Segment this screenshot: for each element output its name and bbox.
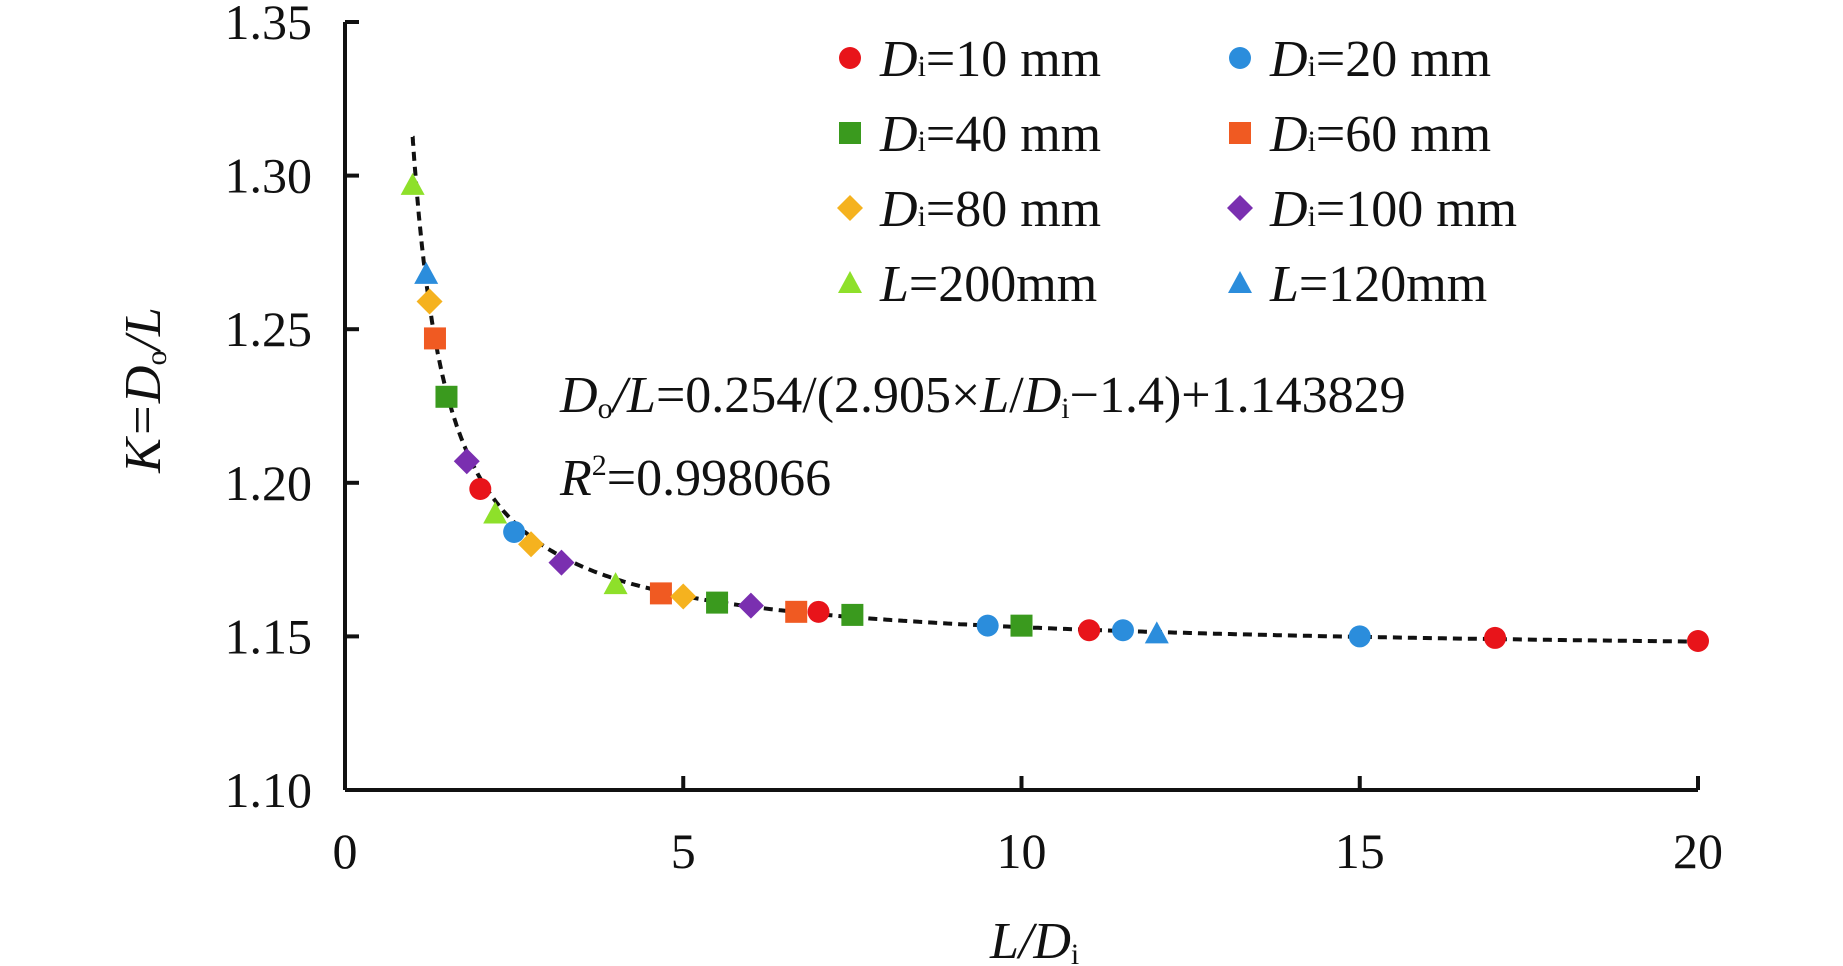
data-point xyxy=(503,520,526,543)
data-point xyxy=(1111,619,1134,642)
data-point xyxy=(435,385,458,408)
series-1 xyxy=(503,520,1371,648)
r-squared: R2=0.998066 xyxy=(559,449,831,507)
data-point xyxy=(670,583,697,610)
series-0 xyxy=(469,477,1709,653)
legend-item: Di=20 mm xyxy=(1229,31,1491,88)
legend-item: Di=80 mm xyxy=(837,181,1101,238)
fit-equation: Do/L=0.254/(2.905×L/Di−1.4)+1.143829 xyxy=(559,367,1406,425)
data-markers xyxy=(400,172,1709,653)
series-6 xyxy=(400,172,628,595)
x-axis-label: L/Di xyxy=(989,913,1079,966)
data-point xyxy=(1010,614,1033,637)
x-tick-label: 10 xyxy=(997,823,1047,879)
data-point xyxy=(976,614,999,637)
legend-label: Di=40 mm xyxy=(879,106,1101,163)
data-point xyxy=(548,549,575,576)
data-point xyxy=(706,591,729,614)
series-4 xyxy=(416,288,697,610)
data-point xyxy=(518,531,545,558)
data-point xyxy=(1144,621,1169,644)
legend-item: Di=10 mm xyxy=(839,31,1101,88)
legend-marker xyxy=(837,195,863,221)
legend-label: Di=60 mm xyxy=(1269,106,1491,163)
y-tick-label: 1.10 xyxy=(225,762,313,818)
data-point xyxy=(841,603,864,626)
data-point xyxy=(416,288,443,315)
x-tick-label: 0 xyxy=(333,823,358,879)
x-tick-label: 20 xyxy=(1673,823,1723,879)
legend: Di=10 mm Di=20 mm Di=40 mm Di=60 mm Di=80 mm… xyxy=(837,31,1517,313)
legend-item: L=200mm xyxy=(838,256,1097,313)
legend-label: Di=100 mm xyxy=(1269,181,1517,238)
y-tick-label: 1.15 xyxy=(225,608,313,664)
series-7 xyxy=(414,261,1169,644)
data-point xyxy=(649,582,672,605)
legend-label: Di=20 mm xyxy=(1269,31,1491,88)
data-point xyxy=(1078,619,1101,642)
data-point xyxy=(603,572,628,595)
legend-marker xyxy=(838,271,862,293)
data-point xyxy=(414,261,439,284)
x-tick-label: 5 xyxy=(671,823,696,879)
data-point xyxy=(737,592,764,619)
legend-marker xyxy=(1229,47,1251,69)
legend-label: Di=10 mm xyxy=(879,31,1101,88)
legend-item: Di=60 mm xyxy=(1229,106,1491,163)
y-tick-label: 1.30 xyxy=(225,148,313,204)
legend-marker xyxy=(839,47,861,69)
data-point xyxy=(785,600,808,623)
legend-marker xyxy=(1228,271,1252,293)
data-point xyxy=(453,448,480,475)
legend-label: L=120mm xyxy=(1269,256,1487,313)
legend-marker xyxy=(1229,122,1251,144)
series-3 xyxy=(423,327,808,623)
data-point xyxy=(400,172,425,195)
data-point xyxy=(423,327,446,350)
data-point xyxy=(1348,625,1371,648)
legend-item: Di=40 mm xyxy=(839,106,1101,163)
y-tick-label: 1.20 xyxy=(225,455,313,511)
data-point xyxy=(1484,626,1507,649)
legend-marker xyxy=(839,122,861,144)
series-2 xyxy=(435,385,1033,637)
tick-labels: 1.10 1.15 1.20 1.25 1.30 1.35 0 5 10 15 20 xyxy=(225,0,1724,879)
data-point xyxy=(483,501,508,524)
legend-item: L=120mm xyxy=(1228,256,1487,313)
data-point xyxy=(807,600,830,623)
axes xyxy=(343,20,1700,792)
legend-label: Di=80 mm xyxy=(879,181,1101,238)
legend-label: L=200mm xyxy=(879,256,1097,313)
legend-item: Di=100 mm xyxy=(1227,181,1517,238)
x-tick-label: 15 xyxy=(1335,823,1385,879)
y-tick-label: 1.25 xyxy=(225,301,313,357)
y-tick-label: 1.35 xyxy=(225,0,313,50)
data-point xyxy=(1687,630,1709,653)
series-5 xyxy=(453,448,764,619)
data-point xyxy=(469,477,492,500)
legend-marker xyxy=(1227,195,1253,221)
fit-curve xyxy=(410,135,1699,644)
y-axis-label: K=Do/L xyxy=(115,307,173,474)
